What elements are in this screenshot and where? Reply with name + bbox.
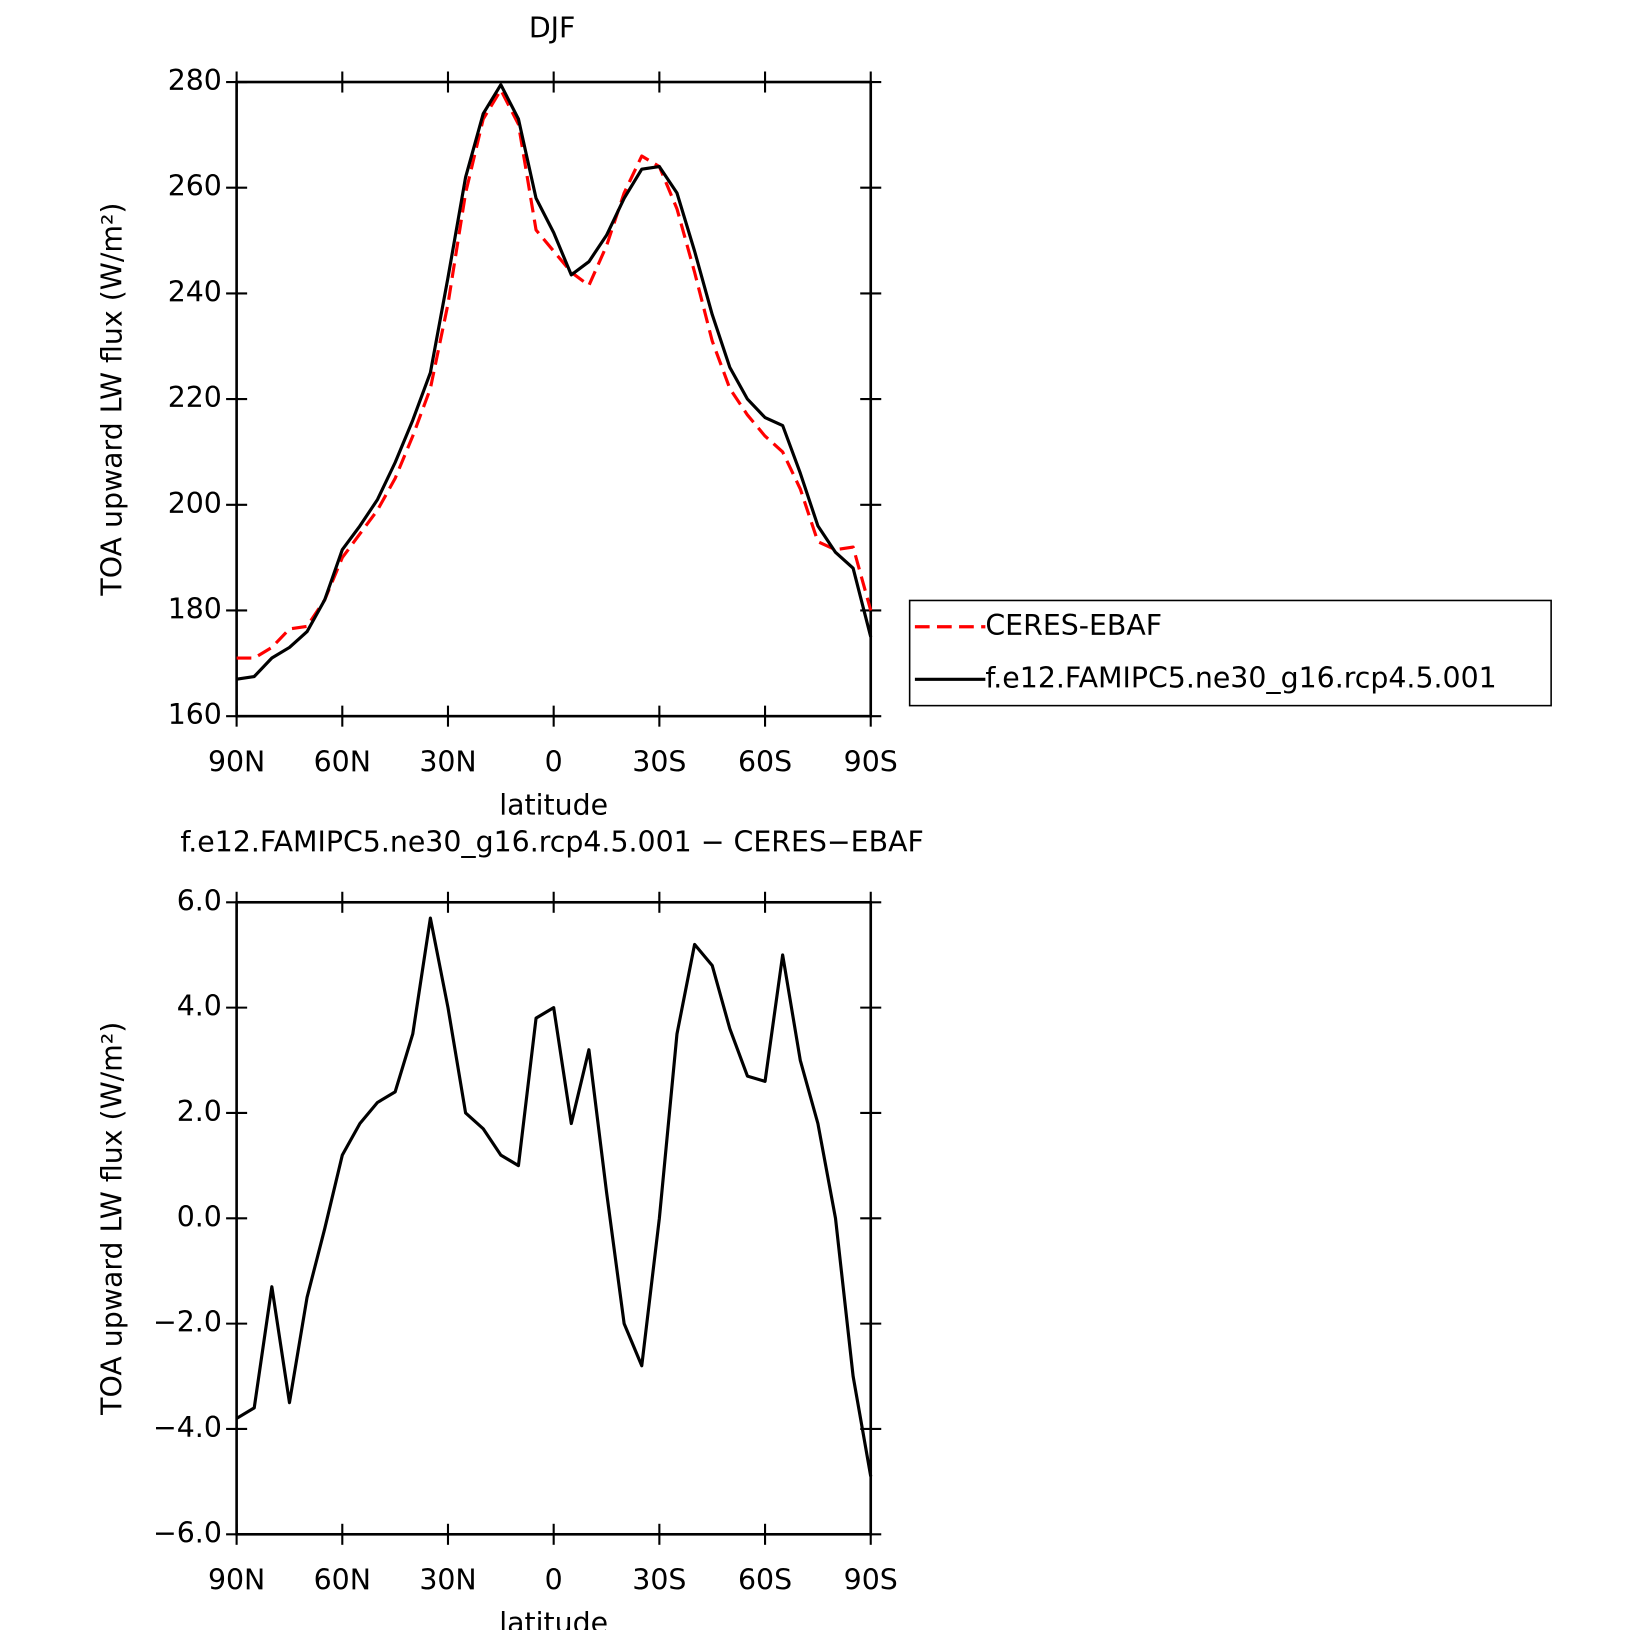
data-line (236, 83, 873, 681)
y-tick-label: −2.0 (153, 1306, 222, 1339)
y-tick-label: 280 (168, 64, 222, 97)
x-tick-label: 30N (419, 1564, 476, 1597)
x-tick-label: 90N (208, 1564, 265, 1597)
y-tick-label: 200 (168, 487, 222, 520)
y-tick-label: 180 (168, 592, 222, 625)
y-tick-label: 160 (168, 698, 222, 731)
chart-title: f.e12.FAMIPC5.ne30_g16.rcp4.5.001 − CERE… (180, 825, 923, 858)
legend-box (908, 599, 1552, 707)
legend-label: CERES-EBAF (985, 609, 1162, 642)
legend-label: f.e12.FAMIPC5.ne30_g16.rcp4.5.001 (985, 661, 1496, 694)
x-axis-label: latitude (499, 789, 608, 822)
data-line (235, 916, 873, 1477)
x-tick-label: 30S (632, 745, 686, 778)
y-tick-label: −6.0 (153, 1516, 222, 1549)
y-tick-label: 6.0 (177, 884, 222, 917)
y-tick-label: 2.0 (177, 1095, 222, 1128)
x-tick-label: 30N (419, 745, 476, 778)
y-tick-label: −4.0 (153, 1411, 222, 1444)
y-axis-label: TOA upward LW flux (W/m²) (96, 1022, 129, 1416)
x-tick-label: 0 (545, 1564, 563, 1597)
x-tick-label: 90S (844, 745, 898, 778)
x-tick-label: 60N (314, 1564, 371, 1597)
chart-title: DJF (529, 11, 576, 44)
x-tick-label: 0 (545, 745, 563, 778)
plot-frame (235, 80, 873, 718)
y-axis-label: TOA upward LW flux (W/m²) (96, 203, 129, 597)
y-tick-label: 260 (168, 170, 222, 203)
x-axis-label: latitude (499, 1607, 608, 1630)
y-tick-label: 240 (168, 275, 222, 308)
x-tick-label: 60N (314, 745, 371, 778)
x-tick-label: 30S (632, 1564, 686, 1597)
x-tick-label: 90N (208, 745, 265, 778)
x-tick-label: 60S (738, 1564, 792, 1597)
y-tick-label: 220 (168, 381, 222, 414)
y-tick-label: 4.0 (177, 990, 222, 1023)
y-tick-label: 0.0 (177, 1200, 222, 1233)
x-tick-label: 60S (738, 745, 792, 778)
x-tick-label: 90S (844, 1564, 898, 1597)
data-line (236, 88, 873, 660)
